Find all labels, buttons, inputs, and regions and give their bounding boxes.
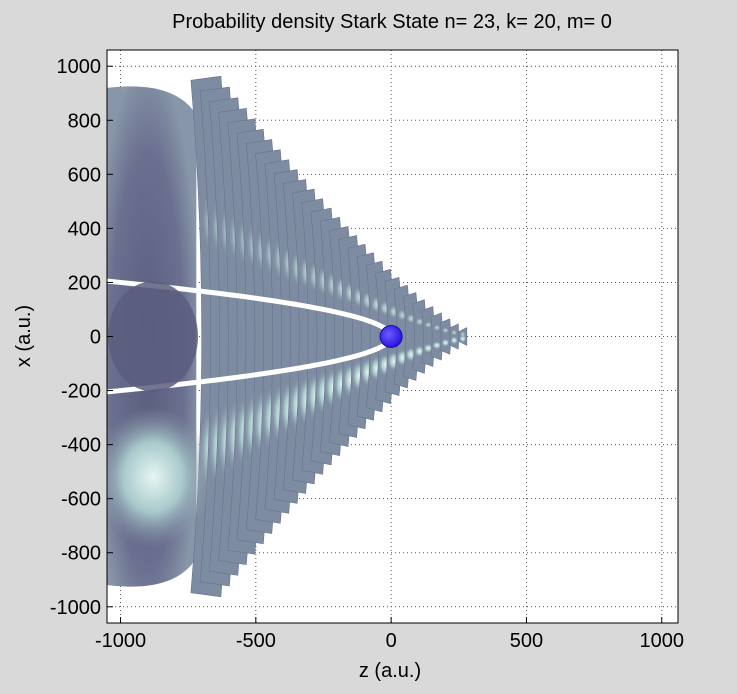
density-highlight [424, 321, 433, 328]
y-tick-label: 1000 [57, 56, 102, 78]
x-tick-label: -500 [236, 630, 276, 652]
y-tick-label: 400 [68, 218, 101, 240]
y-tick-label: -200 [61, 381, 101, 403]
density-highlight [441, 338, 450, 347]
x-tick-label: 500 [510, 630, 543, 652]
x-axis-label: z (a.u.) [359, 660, 421, 682]
x-tick-label: 0 [386, 630, 397, 652]
density-highlight [415, 317, 424, 326]
x-tick-label: 1000 [640, 630, 685, 652]
y-tick-label: 800 [68, 110, 101, 132]
density-highlight [450, 336, 459, 345]
density-core-lobe [108, 281, 199, 392]
x-axis: -1000 -500 0 500 1000 [95, 617, 684, 652]
y-tick-label: 0 [90, 327, 101, 349]
y-tick-label: -600 [61, 489, 101, 511]
y-axis-label: x (a.u.) [13, 305, 35, 367]
density-highlight [423, 343, 434, 353]
y-tick-label: 600 [68, 164, 101, 186]
density-highlight [460, 331, 466, 338]
density-highlight [433, 324, 441, 331]
density-highlight [442, 327, 449, 334]
density-band [440, 318, 451, 355]
y-tick-label: -800 [61, 543, 101, 565]
density-highlight [107, 407, 213, 548]
y-tick-label: -1000 [50, 597, 101, 619]
density-plot [107, 75, 468, 598]
chart-title: Probability density Stark State n= 23, k… [172, 11, 612, 33]
x-tick-label: -1000 [95, 630, 146, 652]
y-tick-label: -400 [61, 435, 101, 457]
density-highlight [432, 341, 442, 350]
nucleus-marker [379, 325, 403, 348]
density-highlight [414, 345, 425, 358]
y-axis: 1000 800 600 400 200 0 -200 -400 -600 -800 -1000 [50, 56, 113, 619]
density-highlight [459, 334, 467, 343]
density-highlight [406, 313, 416, 324]
y-tick-label: 200 [68, 272, 101, 294]
density-highlight [451, 329, 458, 336]
